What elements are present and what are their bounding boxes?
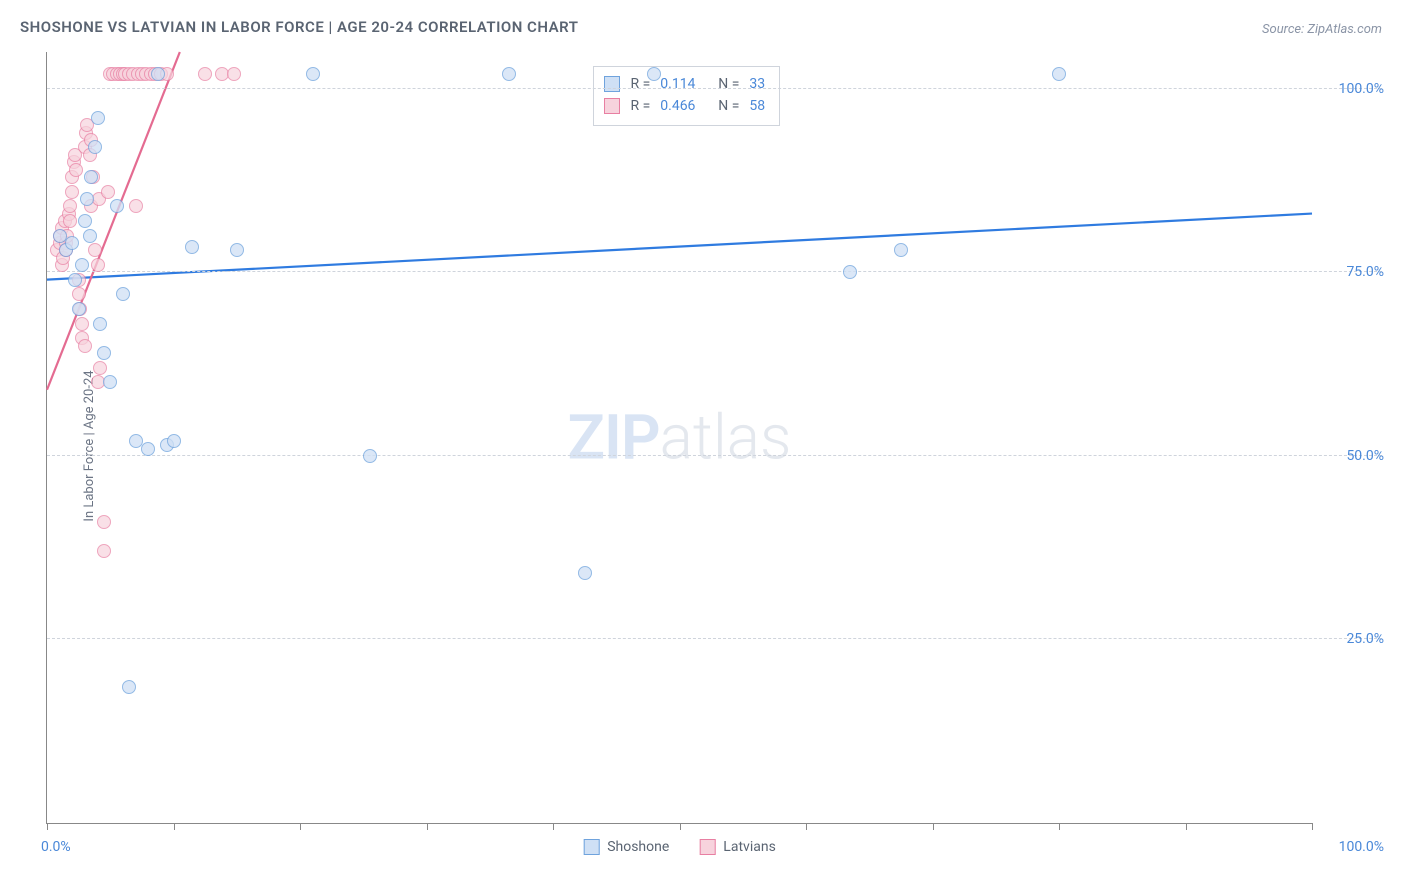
x-tick xyxy=(933,823,934,830)
x-axis-max-label: 100.0% xyxy=(1339,839,1384,855)
legend-label: Shoshone xyxy=(607,839,669,855)
data-point xyxy=(68,273,82,287)
y-tick-label: 75.0% xyxy=(1346,264,1384,280)
data-point xyxy=(185,240,199,254)
data-point xyxy=(65,185,79,199)
data-point xyxy=(72,302,86,316)
stat-r-value: 0.466 xyxy=(660,95,708,117)
data-point xyxy=(83,229,97,243)
data-point xyxy=(63,199,77,213)
plot-area: ZIPatlas 0.0% 100.0% R =0.114N =33R =0.4… xyxy=(46,52,1312,824)
legend-swatch xyxy=(583,839,599,855)
data-point xyxy=(97,515,111,529)
data-point xyxy=(306,67,320,81)
data-point xyxy=(84,170,98,184)
data-point xyxy=(198,67,212,81)
data-point xyxy=(363,449,377,463)
data-point xyxy=(75,317,89,331)
data-point xyxy=(75,258,89,272)
data-point xyxy=(69,163,83,177)
data-point xyxy=(1052,67,1066,81)
source-label: Source: ZipAtlas.com xyxy=(1262,22,1382,37)
x-tick xyxy=(1059,823,1060,830)
stat-n-value: 33 xyxy=(749,73,765,95)
series-swatch xyxy=(604,76,620,92)
x-axis-min-label: 0.0% xyxy=(41,839,71,855)
gridline xyxy=(47,638,1382,639)
stats-row: R =0.114N =33 xyxy=(604,73,765,95)
x-tick xyxy=(1312,823,1313,830)
x-tick xyxy=(174,823,175,830)
data-point xyxy=(110,199,124,213)
legend-item: Latvians xyxy=(699,839,776,855)
data-point xyxy=(167,434,181,448)
data-point xyxy=(97,544,111,558)
correlation-chart: SHOSHONE VS LATVIAN IN LABOR FORCE | AGE… xyxy=(0,0,1406,892)
data-point xyxy=(80,192,94,206)
data-point xyxy=(65,236,79,250)
x-tick xyxy=(806,823,807,830)
data-point xyxy=(502,67,516,81)
data-point xyxy=(894,243,908,257)
gridline xyxy=(47,88,1382,89)
legend: Shoshone Latvians xyxy=(583,839,776,855)
stat-r-value: 0.114 xyxy=(660,73,708,95)
gridline xyxy=(47,271,1382,272)
x-tick xyxy=(1186,823,1187,830)
data-point xyxy=(843,265,857,279)
legend-label: Latvians xyxy=(723,839,776,855)
data-point xyxy=(578,566,592,580)
data-point xyxy=(141,442,155,456)
series-swatch xyxy=(604,98,620,114)
x-tick xyxy=(680,823,681,830)
data-point xyxy=(91,111,105,125)
regression-lines xyxy=(47,52,1312,823)
stat-r-label: R = xyxy=(630,95,650,117)
y-tick-label: 25.0% xyxy=(1346,631,1384,647)
x-tick xyxy=(47,823,48,830)
data-point xyxy=(103,375,117,389)
data-point xyxy=(122,680,136,694)
y-tick-label: 100.0% xyxy=(1339,81,1384,97)
data-point xyxy=(93,317,107,331)
data-point xyxy=(88,243,102,257)
stat-n-label: N = xyxy=(718,73,739,95)
chart-title: SHOSHONE VS LATVIAN IN LABOR FORCE | AGE… xyxy=(20,18,578,36)
stat-n-value: 58 xyxy=(749,95,765,117)
data-point xyxy=(116,287,130,301)
data-point xyxy=(647,67,661,81)
data-point xyxy=(78,214,92,228)
data-point xyxy=(101,185,115,199)
data-point xyxy=(97,346,111,360)
x-tick xyxy=(427,823,428,830)
data-point xyxy=(72,287,86,301)
x-tick xyxy=(300,823,301,830)
y-tick-label: 50.0% xyxy=(1346,448,1384,464)
data-point xyxy=(151,67,165,81)
data-point xyxy=(88,140,102,154)
data-point xyxy=(63,214,77,228)
stat-n-label: N = xyxy=(718,95,739,117)
gridline xyxy=(47,455,1382,456)
x-tick xyxy=(553,823,554,830)
legend-swatch xyxy=(699,839,715,855)
data-point xyxy=(93,361,107,375)
data-point xyxy=(230,243,244,257)
stats-row: R = 0.466 N = 58 xyxy=(604,95,765,117)
legend-item: Shoshone xyxy=(583,839,669,855)
stats-box: R = 0.114 N = 33R = 0.466 N = 58 xyxy=(593,66,780,126)
data-point xyxy=(78,339,92,353)
data-point xyxy=(91,258,105,272)
data-point xyxy=(227,67,241,81)
data-point xyxy=(129,199,143,213)
